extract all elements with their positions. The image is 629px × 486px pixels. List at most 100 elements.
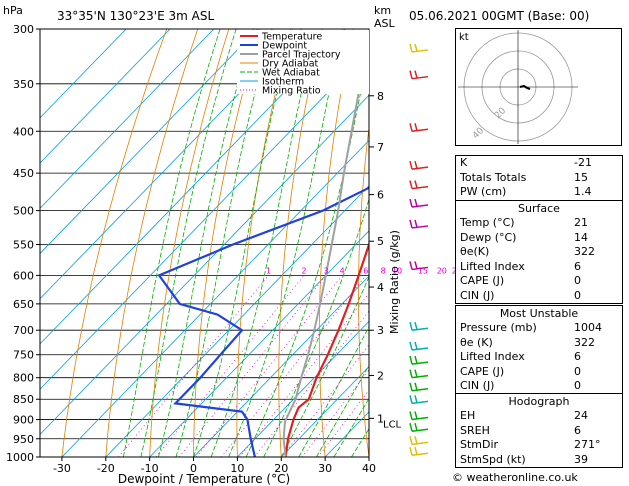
pressure-tick-label: 700	[13, 324, 34, 337]
stat-value: 0	[574, 288, 581, 302]
mixing-ratio-labels: 12346810152025	[266, 266, 462, 275]
dry-adiabat-line	[105, 29, 199, 457]
isotherm-line	[40, 29, 302, 300]
series-line-dewpoint	[157, 186, 369, 457]
isotherm-line	[40, 29, 259, 255]
wind-barb-flag	[414, 411, 418, 420]
mixing-ratio-axis-label: Mixing Ratio (g/kg)	[388, 230, 401, 334]
indices-panel: K -21 Totals Totals 15 PW (cm) 1.4	[455, 155, 623, 201]
legend-box	[237, 30, 369, 94]
wind-barb	[411, 49, 429, 53]
stat-row: Pressure (mb) 1004	[456, 321, 622, 336]
km-tick-label: 2	[377, 369, 384, 382]
stat-row: PW (cm) 1.4	[456, 185, 622, 200]
stat-label: StmSpd (kt)	[460, 452, 526, 466]
wind-barb-flag	[414, 369, 418, 378]
stat-value: 0	[574, 379, 581, 392]
asl-label: ASL	[374, 17, 396, 30]
wind-barb-flag	[409, 382, 413, 391]
temperature-axis: -30 -20 -10 0 10 20 30 40	[53, 457, 376, 475]
wind-barb-flag	[414, 341, 418, 350]
stat-label: PW (cm)	[460, 185, 507, 198]
wind-barb-flag	[409, 123, 413, 132]
wet-adiabat-line	[210, 29, 317, 457]
dry-adiabat-line	[193, 29, 261, 457]
wind-barb-flag	[414, 219, 418, 228]
legend-entry: Wet Adiabat	[262, 68, 320, 79]
stat-row: Totals Totals 15	[456, 171, 622, 186]
stat-value: 21	[574, 216, 588, 229]
wind-barb	[411, 347, 429, 351]
pressure-tick-label: 850	[13, 393, 34, 406]
pressure-tick-label: 350	[13, 78, 34, 91]
dry-adiabat-line	[61, 29, 168, 457]
stat-row: StmSpd (kt) 39	[456, 453, 622, 468]
pressure-tick-label: 900	[13, 414, 34, 427]
wet-adiabat-line	[228, 29, 344, 457]
wind-barb-flag	[414, 322, 418, 330]
wet-adiabat-line	[193, 29, 294, 457]
wet-adiabat-line	[175, 29, 273, 457]
pressure-tick-label: 300	[13, 23, 34, 36]
stat-value: 322	[574, 335, 595, 349]
pressure-axis: 300 350 400 450 500 550 600 650 700 750 800 850 900 9…	[6, 23, 40, 464]
stat-row: CIN (J) 0	[456, 289, 622, 304]
km-tick-label: 1	[377, 412, 384, 425]
temperature-tick-label: 0	[190, 462, 197, 475]
wind-barb-flag	[409, 411, 413, 420]
location-title: 33°35'N 130°23'E 3m ASL	[57, 9, 214, 23]
temperature-tick-label: 10	[230, 462, 244, 475]
temperature-tick-label: 20	[274, 462, 288, 475]
isotherm-line	[237, 320, 369, 457]
mixing-ratio-label: 20	[437, 266, 447, 275]
stat-row: K -21	[456, 156, 622, 171]
wind-barb-flag	[409, 180, 413, 189]
isotherm-line	[40, 94, 369, 435]
stat-value: 0	[574, 364, 581, 378]
wind-barb-flag	[409, 369, 413, 378]
wind-barb	[411, 204, 429, 208]
series-line-temperature	[284, 240, 369, 457]
dry-adiabat-line	[149, 29, 230, 457]
stat-row: θe(K) 322	[456, 245, 622, 260]
legend-entry: Dewpoint	[262, 41, 307, 52]
stat-value: 271°	[574, 438, 601, 451]
lcl-label: LCL	[383, 420, 402, 431]
km-unit-label: km	[374, 4, 391, 17]
mixing-ratio-line	[118, 275, 269, 457]
km-tick-label: 7	[377, 141, 384, 154]
stat-row: Temp (°C) 21	[456, 216, 622, 231]
wind-barb	[411, 428, 429, 432]
wet-adiabat-line	[298, 325, 369, 457]
wind-barb-flag	[414, 198, 418, 207]
stat-row: SREH 6	[456, 424, 622, 439]
pressure-tick-label: 1000	[6, 451, 34, 464]
stat-label: Totals Totals	[460, 170, 527, 184]
wet-adiabat-line	[333, 397, 369, 457]
mixing-ratio-line	[239, 292, 369, 457]
wind-barbs	[409, 43, 429, 456]
isotherm-line	[149, 230, 369, 457]
mixing-ratio-label: 6	[363, 266, 368, 275]
hodograph-unit-label: kt	[459, 32, 469, 43]
mixing-ratio-label: 3	[324, 266, 329, 275]
legend-entry: Parcel Trajectory	[262, 50, 341, 61]
pressure-unit-label: hPa	[3, 4, 23, 17]
mixing-ratio-label: 15	[418, 266, 428, 275]
pressure-tick-label: 800	[13, 372, 34, 385]
wind-barb	[411, 266, 429, 271]
stat-value: 6	[574, 259, 581, 273]
wind-barb-flag	[409, 198, 413, 208]
dry-adiabat-line	[433, 29, 457, 457]
wind-barb	[411, 327, 429, 331]
stat-label: θe (K)	[460, 335, 493, 349]
stat-row: CIN (J) 0	[456, 379, 622, 394]
isotherm-line	[40, 29, 171, 164]
stat-label: CAPE (J)	[460, 364, 505, 378]
wind-barb	[411, 452, 429, 456]
temperature-tick-label: 40	[362, 462, 376, 475]
temperature-tick-label: -20	[97, 462, 115, 475]
mixing-ratio-label: 2	[302, 266, 307, 275]
hodograph-trace	[519, 84, 531, 90]
